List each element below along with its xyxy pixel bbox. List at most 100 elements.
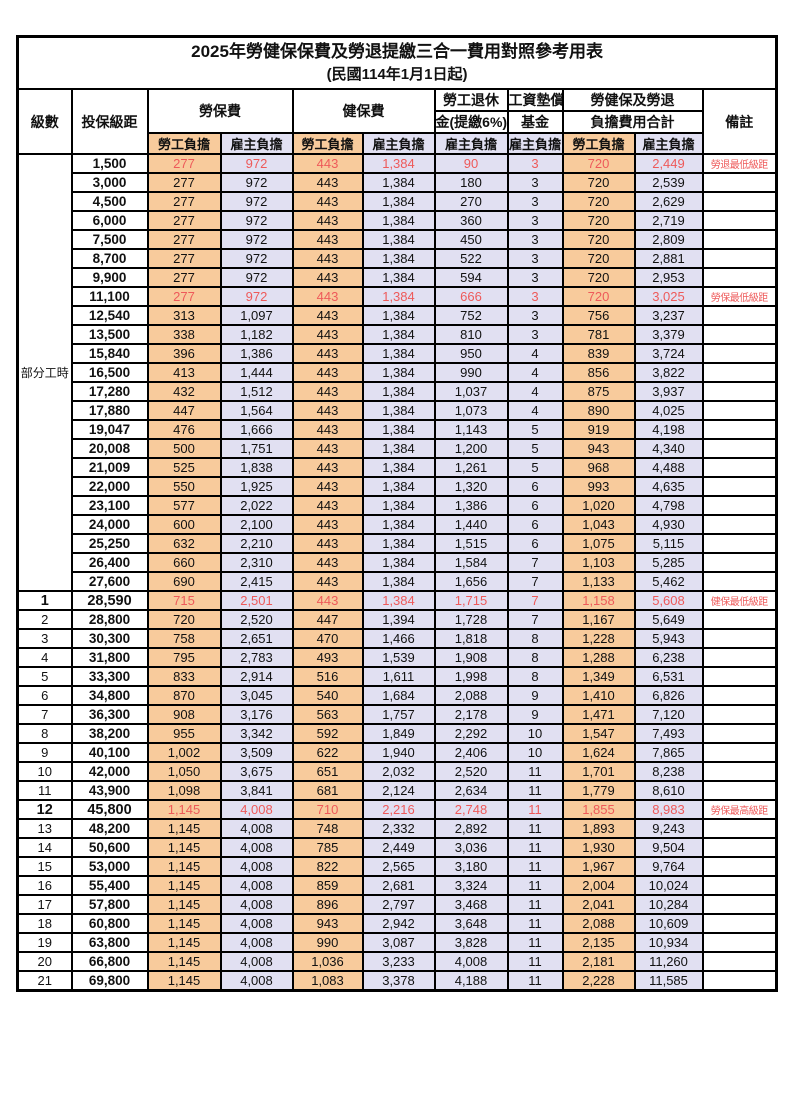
value-cell: 2,216 xyxy=(361,799,436,820)
level-cell: 20 xyxy=(16,951,73,972)
value-cell: 1,002 xyxy=(146,742,222,763)
level-cell: 6 xyxy=(16,685,73,706)
value-cell: 3,841 xyxy=(219,780,294,801)
value-cell: 2,181 xyxy=(561,951,636,972)
value-cell: 1,145 xyxy=(146,970,222,991)
col-header-level: 級數 xyxy=(16,88,73,155)
value-cell: 990 xyxy=(433,362,509,383)
value-cell: 3,509 xyxy=(219,742,294,763)
value-cell: 2,914 xyxy=(219,666,294,687)
value-cell: 4,025 xyxy=(633,400,704,421)
value-cell: 1,075 xyxy=(561,533,636,554)
value-cell: 1,133 xyxy=(561,571,636,592)
value-cell: 1,444 xyxy=(219,362,294,383)
value-cell: 1,925 xyxy=(219,476,294,497)
value-cell: 1,512 xyxy=(219,381,294,402)
value-cell: 2,178 xyxy=(433,704,509,725)
level-cell: 18 xyxy=(16,913,73,934)
table-row: 15 53,000 1,145 4,008 822 2,565 3,180 11 1,967 9,… xyxy=(16,856,778,877)
note-cell xyxy=(701,495,778,516)
level-cell: 13 xyxy=(16,818,73,839)
bracket-cell: 38,200 xyxy=(70,723,149,744)
value-cell: 2,809 xyxy=(633,229,704,250)
table-row: 19,047 476 1,666 443 1,384 1,143 5 919 4,198 xyxy=(18,419,778,440)
value-cell: 443 xyxy=(291,590,364,611)
value-cell: 3,176 xyxy=(219,704,294,725)
value-cell: 1,145 xyxy=(146,818,222,839)
value-cell: 720 xyxy=(561,229,636,250)
table-row: 6,000 277 972 443 1,384 360 3 720 2,719 xyxy=(18,210,778,231)
value-cell: 2,124 xyxy=(361,780,436,801)
bracket-cell: 28,590 xyxy=(70,590,149,611)
value-cell: 1,384 xyxy=(361,476,436,497)
value-cell: 1,967 xyxy=(561,856,636,877)
level-cell: 4 xyxy=(16,647,73,668)
value-cell: 11 xyxy=(506,780,564,801)
value-cell: 3 xyxy=(506,210,564,231)
value-cell: 1,103 xyxy=(561,552,636,573)
table-row: 24,000 600 2,100 443 1,384 1,440 6 1,043 4,930 xyxy=(18,514,778,535)
col-header-total-line1: 勞健保及勞退 xyxy=(561,88,704,112)
col-header-wage-fund-line1: 工資墊償 xyxy=(506,88,564,112)
value-cell: 11,585 xyxy=(633,970,704,991)
value-cell: 1,261 xyxy=(433,457,509,478)
level-cell: 21 xyxy=(16,970,73,991)
value-cell: 443 xyxy=(291,476,364,497)
value-cell: 890 xyxy=(561,400,636,421)
value-cell: 8 xyxy=(506,628,564,649)
value-cell: 2,210 xyxy=(219,533,294,554)
table-row: 20 66,800 1,145 4,008 1,036 3,233 4,008 11 2,181… xyxy=(16,951,778,972)
value-cell: 1,384 xyxy=(361,153,436,174)
value-cell: 1,020 xyxy=(561,495,636,516)
value-cell: 2,719 xyxy=(633,210,704,231)
value-cell: 2,004 xyxy=(561,875,636,896)
table-row: 27,600 690 2,415 443 1,384 1,656 7 1,133 5,462 xyxy=(18,571,778,592)
value-cell: 1,384 xyxy=(361,343,436,364)
note-cell xyxy=(701,324,778,345)
value-cell: 1,145 xyxy=(146,875,222,896)
value-cell: 681 xyxy=(291,780,364,801)
value-cell: 2,292 xyxy=(433,723,509,744)
value-cell: 2,332 xyxy=(361,818,436,839)
value-cell: 1,167 xyxy=(561,609,636,630)
value-cell: 2,748 xyxy=(433,799,509,820)
value-cell: 758 xyxy=(146,628,222,649)
value-cell: 4,008 xyxy=(219,951,294,972)
table-row: 9 40,100 1,002 3,509 622 1,940 2,406 10 1,624 7,8… xyxy=(16,742,778,763)
value-cell: 1,349 xyxy=(561,666,636,687)
table-row: 3 30,300 758 2,651 470 1,466 1,818 8 1,228 5,943 xyxy=(16,628,778,649)
value-cell: 277 xyxy=(146,286,222,307)
value-cell: 1,073 xyxy=(433,400,509,421)
bracket-cell: 33,300 xyxy=(70,666,149,687)
value-cell: 3,822 xyxy=(633,362,704,383)
value-cell: 781 xyxy=(561,324,636,345)
table-title: 2025年勞健保保費及勞退提繳三合一費用對照參考用表 xyxy=(191,42,603,61)
value-cell: 11 xyxy=(506,818,564,839)
value-cell: 1,838 xyxy=(219,457,294,478)
value-cell: 3,468 xyxy=(433,894,509,915)
value-cell: 577 xyxy=(146,495,222,516)
value-cell: 748 xyxy=(291,818,364,839)
value-cell: 4,008 xyxy=(219,818,294,839)
bracket-cell: 43,900 xyxy=(70,780,149,801)
table-row: 17,280 432 1,512 443 1,384 1,037 4 875 3,937 xyxy=(18,381,778,402)
value-cell: 3 xyxy=(506,191,564,212)
value-cell: 4,008 xyxy=(219,799,294,820)
col-header-labor-insurance: 勞保費 xyxy=(146,88,294,134)
value-cell: 720 xyxy=(561,153,636,174)
table-row: 1 28,590 715 2,501 443 1,384 1,715 7 1,158 5,608 健… xyxy=(16,590,778,611)
value-cell: 4 xyxy=(506,400,564,421)
table-row: 15,840 396 1,386 443 1,384 950 4 839 3,724 xyxy=(18,343,778,364)
value-cell: 972 xyxy=(219,210,294,231)
note-cell xyxy=(701,457,778,478)
level-cell: 9 xyxy=(16,742,73,763)
bracket-cell: 55,400 xyxy=(70,875,149,896)
value-cell: 443 xyxy=(291,552,364,573)
table-row: 4,500 277 972 443 1,384 270 3 720 2,629 xyxy=(18,191,778,212)
value-cell: 972 xyxy=(219,153,294,174)
value-cell: 10,609 xyxy=(633,913,704,934)
value-cell: 1,384 xyxy=(361,495,436,516)
value-cell: 3 xyxy=(506,229,564,250)
value-cell: 11 xyxy=(506,856,564,877)
value-cell: 11 xyxy=(506,761,564,782)
